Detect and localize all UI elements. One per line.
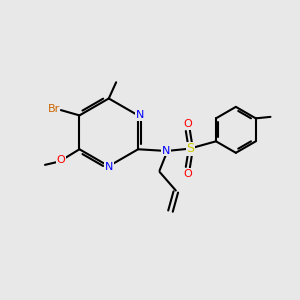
Text: Br: Br xyxy=(47,104,60,114)
Text: N: N xyxy=(162,146,170,156)
Text: N: N xyxy=(105,162,113,172)
Text: O: O xyxy=(57,155,66,166)
Text: O: O xyxy=(184,169,192,179)
Text: S: S xyxy=(186,142,194,155)
Text: O: O xyxy=(184,119,192,129)
Text: N: N xyxy=(135,110,144,120)
